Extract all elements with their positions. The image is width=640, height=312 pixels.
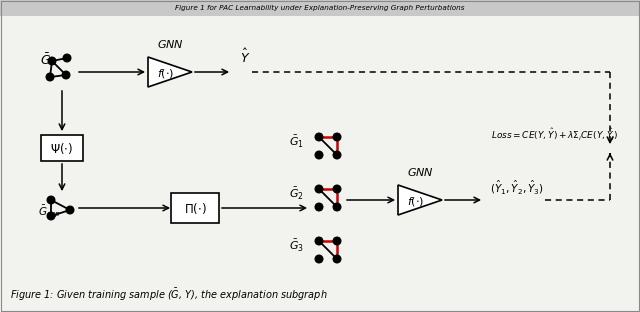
Polygon shape	[148, 57, 192, 87]
Text: $(\hat{Y}_1, \hat{Y}_2, \hat{Y}_3)$: $(\hat{Y}_1, \hat{Y}_2, \hat{Y}_3)$	[490, 178, 544, 196]
Circle shape	[315, 237, 323, 245]
Bar	[0, 0, 640, 16]
Text: Figure 1: Given training sample ($\bar{G}$, Y), the explanation subgraph: Figure 1: Given training sample ($\bar{G…	[10, 287, 328, 303]
Circle shape	[333, 151, 341, 159]
Circle shape	[47, 196, 55, 204]
Polygon shape	[398, 185, 442, 215]
Circle shape	[333, 185, 341, 193]
Circle shape	[46, 73, 54, 81]
Bar	[171, 193, 219, 223]
Circle shape	[333, 133, 341, 141]
Text: $\bar{G}_{exp}$: $\bar{G}_{exp}$	[38, 204, 61, 220]
Circle shape	[315, 255, 323, 263]
Text: $f(\cdot)$: $f(\cdot)$	[408, 194, 424, 207]
Text: $\bar{G}$: $\bar{G}$	[40, 52, 51, 67]
Bar	[41, 135, 83, 161]
Text: $f(\cdot)$: $f(\cdot)$	[157, 66, 175, 80]
Text: $\Pi(\cdot)$: $\Pi(\cdot)$	[184, 202, 206, 217]
Text: $GNN$: $GNN$	[406, 166, 433, 178]
Circle shape	[48, 57, 56, 65]
Circle shape	[47, 212, 55, 220]
Circle shape	[333, 203, 341, 211]
Circle shape	[66, 206, 74, 214]
Text: $\bar{G}_2$: $\bar{G}_2$	[289, 186, 304, 202]
Text: $GNN$: $GNN$	[157, 38, 184, 50]
Circle shape	[315, 151, 323, 159]
Circle shape	[315, 185, 323, 193]
Text: $\Psi(\cdot)$: $\Psi(\cdot)$	[51, 142, 74, 157]
Circle shape	[315, 203, 323, 211]
Circle shape	[333, 237, 341, 245]
Text: $\hat{Y}$: $\hat{Y}$	[240, 48, 250, 66]
Circle shape	[62, 71, 70, 79]
Circle shape	[333, 255, 341, 263]
Circle shape	[315, 133, 323, 141]
Text: $Loss = CE(Y,\hat{Y}) + \lambda\Sigma_i CE(Y,\hat{Y}_i)$: $Loss = CE(Y,\hat{Y}) + \lambda\Sigma_i …	[491, 127, 619, 143]
Text: $\bar{G}_3$: $\bar{G}_3$	[289, 238, 304, 254]
Text: Figure 1 for PAC Learnability under Explanation-Preserving Graph Perturbations: Figure 1 for PAC Learnability under Expl…	[175, 5, 465, 11]
Text: $\bar{G}_1$: $\bar{G}_1$	[289, 134, 304, 150]
Circle shape	[63, 54, 71, 62]
